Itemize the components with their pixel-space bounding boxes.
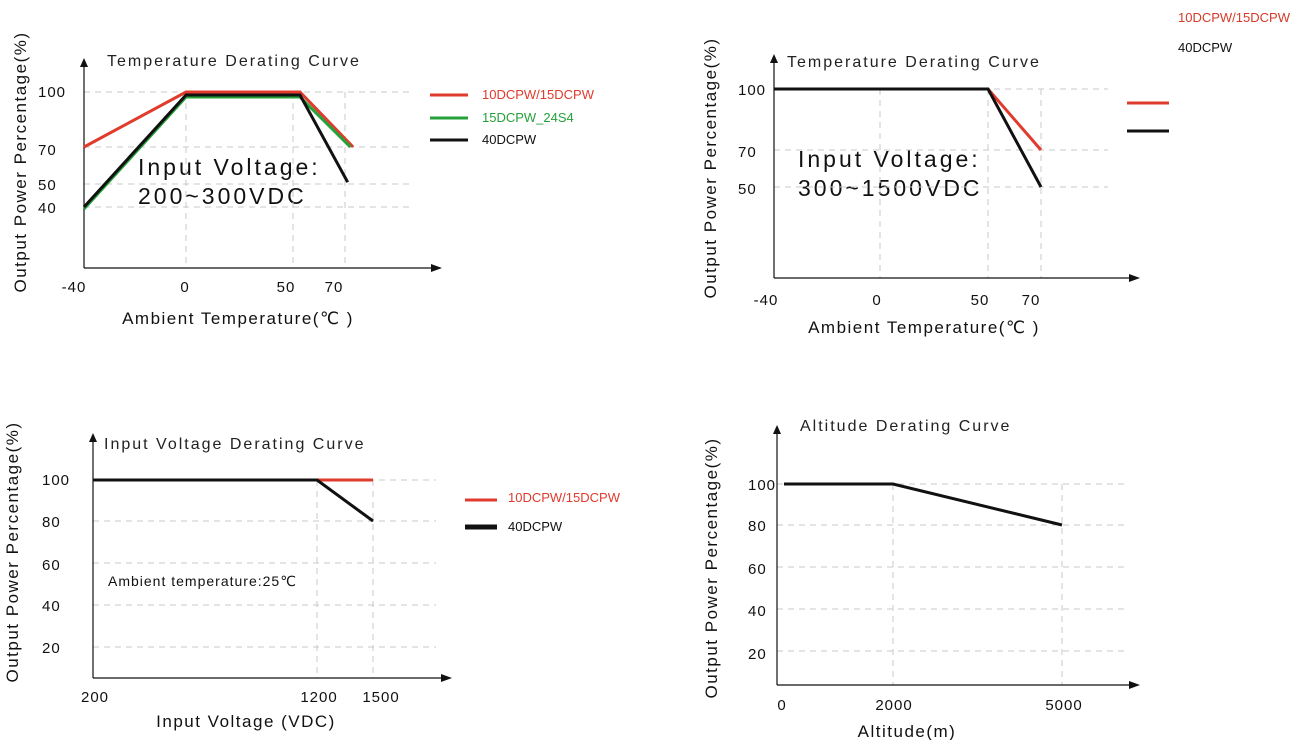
chart4-xlabel: Altitude(m) <box>858 722 957 740</box>
chart4-y-tick-label: 60 <box>748 561 767 578</box>
chart2-x-tick-label: 70 <box>1022 292 1041 309</box>
chart1-x-tick-label: 50 <box>277 279 296 296</box>
chart-temperature-derating-2: Temperature Derating Curve Output Power … <box>701 37 1169 337</box>
chart1-y-tick-label: 70 <box>38 142 57 159</box>
top-legend-label-1: 40DCPW <box>1178 40 1233 55</box>
chart3-y-tick-label: 60 <box>42 557 61 574</box>
chart3-legend-label-1: 40DCPW <box>508 519 563 534</box>
chart2-x-tick-label: -40 <box>754 292 779 309</box>
chart1-ylabel: Output Power Percentage(%) <box>11 31 30 292</box>
chart4-y-tick-label: 80 <box>748 518 767 535</box>
chart-temperature-derating-1: Temperature Derating Curve Output Power … <box>11 31 595 328</box>
chart2-series-line-1 <box>774 87 1043 188</box>
chart3-y-tick-label: 40 <box>42 598 61 615</box>
chart2-x-axis-arrow <box>1129 274 1140 282</box>
chart2-y-tick-label: 50 <box>738 181 757 198</box>
chart1-title: Temperature Derating Curve <box>107 53 361 70</box>
chart3-x-tick-label: 1200 <box>300 689 337 706</box>
chart4-x-tick-label: 5000 <box>1045 697 1082 714</box>
chart3-xlabel: Input Voltage (VDC) <box>156 712 336 731</box>
chart3-title: Input Voltage Derating Curve <box>104 436 365 453</box>
chart3-annotation: Ambient temperature:25℃ <box>108 573 297 589</box>
chart4-ylabel: Output Power Percentage(%) <box>702 437 721 698</box>
chart1-annotation-line2: 200~300VDC <box>138 183 307 209</box>
chart2-annotation-line2: 300~1500VDC <box>798 175 983 201</box>
chart2-ylabel: Output Power Percentage(%) <box>701 37 720 298</box>
chart2-title: Temperature Derating Curve <box>787 54 1041 71</box>
chart4-title: Altitude Derating Curve <box>800 418 1011 435</box>
chart1-x-tick-label: 70 <box>325 279 344 296</box>
chart2-y-axis-arrow <box>770 54 778 63</box>
chart4-y-axis-arrow <box>773 425 781 434</box>
chart4-series-line-0 <box>784 482 1063 527</box>
chart4-y-tick-label: 40 <box>748 603 767 620</box>
chart-input-voltage-derating: Input Voltage Derating Curve Output Powe… <box>3 421 621 731</box>
chart1-x-axis-arrow <box>431 264 442 272</box>
chart3-y-axis-arrow <box>89 433 97 442</box>
chart3-y-tick-label: 20 <box>42 640 61 657</box>
chart3-y-tick-label: 100 <box>42 472 70 489</box>
top-legend: 10DCPW/15DCPW 40DCPW <box>1178 10 1291 55</box>
chart3-ylabel: Output Power Percentage(%) <box>3 421 22 682</box>
chart3-legend-label-0: 10DCPW/15DCPW <box>508 490 621 505</box>
chart1-series-line-0 <box>83 90 355 149</box>
chart4-y-tick-label: 20 <box>748 646 767 663</box>
chart3-y-tick-label: 80 <box>42 514 61 531</box>
chart-altitude-derating: Altitude Derating Curve Output Power Per… <box>702 418 1140 740</box>
chart3-series-line-1 <box>93 478 374 523</box>
chart1-y-tick-label: 100 <box>38 84 66 101</box>
chart1-y-axis-arrow <box>80 58 88 67</box>
chart2-y-tick-label: 70 <box>738 144 757 161</box>
chart2-x-tick-label: 50 <box>971 292 990 309</box>
chart1-x-tick-label: -40 <box>62 279 87 296</box>
chart2-series-line-0 <box>774 87 1043 151</box>
chart1-xlabel: Ambient Temperature(℃ ) <box>122 309 354 328</box>
chart1-x-tick-label: 0 <box>180 279 189 296</box>
chart4-y-tick-label: 100 <box>748 477 776 494</box>
chart2-y-tick-label: 100 <box>738 82 766 99</box>
chart2-xlabel: Ambient Temperature(℃ ) <box>808 318 1040 337</box>
chart3-x-axis-arrow <box>441 674 452 682</box>
chart1-annotation-line1: Input Voltage: <box>138 154 321 180</box>
chart4-x-tick-label: 0 <box>777 697 786 714</box>
chart1-legend-label-1: 15DCPW_24S4 <box>482 110 574 125</box>
top-legend-label-0: 10DCPW/15DCPW <box>1178 10 1291 25</box>
chart1-legend-label-2: 40DCPW <box>482 132 537 147</box>
chart3-x-tick-label: 200 <box>81 689 109 706</box>
chart4-x-tick-label: 2000 <box>875 697 912 714</box>
chart3-x-tick-label: 1500 <box>362 689 399 706</box>
chart1-y-tick-label: 40 <box>38 200 57 217</box>
chart2-x-tick-label: 0 <box>872 292 881 309</box>
chart1-legend-label-0: 10DCPW/15DCPW <box>482 87 595 102</box>
chart1-y-tick-label: 50 <box>38 177 57 194</box>
chart4-x-axis-arrow <box>1129 681 1140 689</box>
chart1-series-line-2 <box>82 93 350 209</box>
